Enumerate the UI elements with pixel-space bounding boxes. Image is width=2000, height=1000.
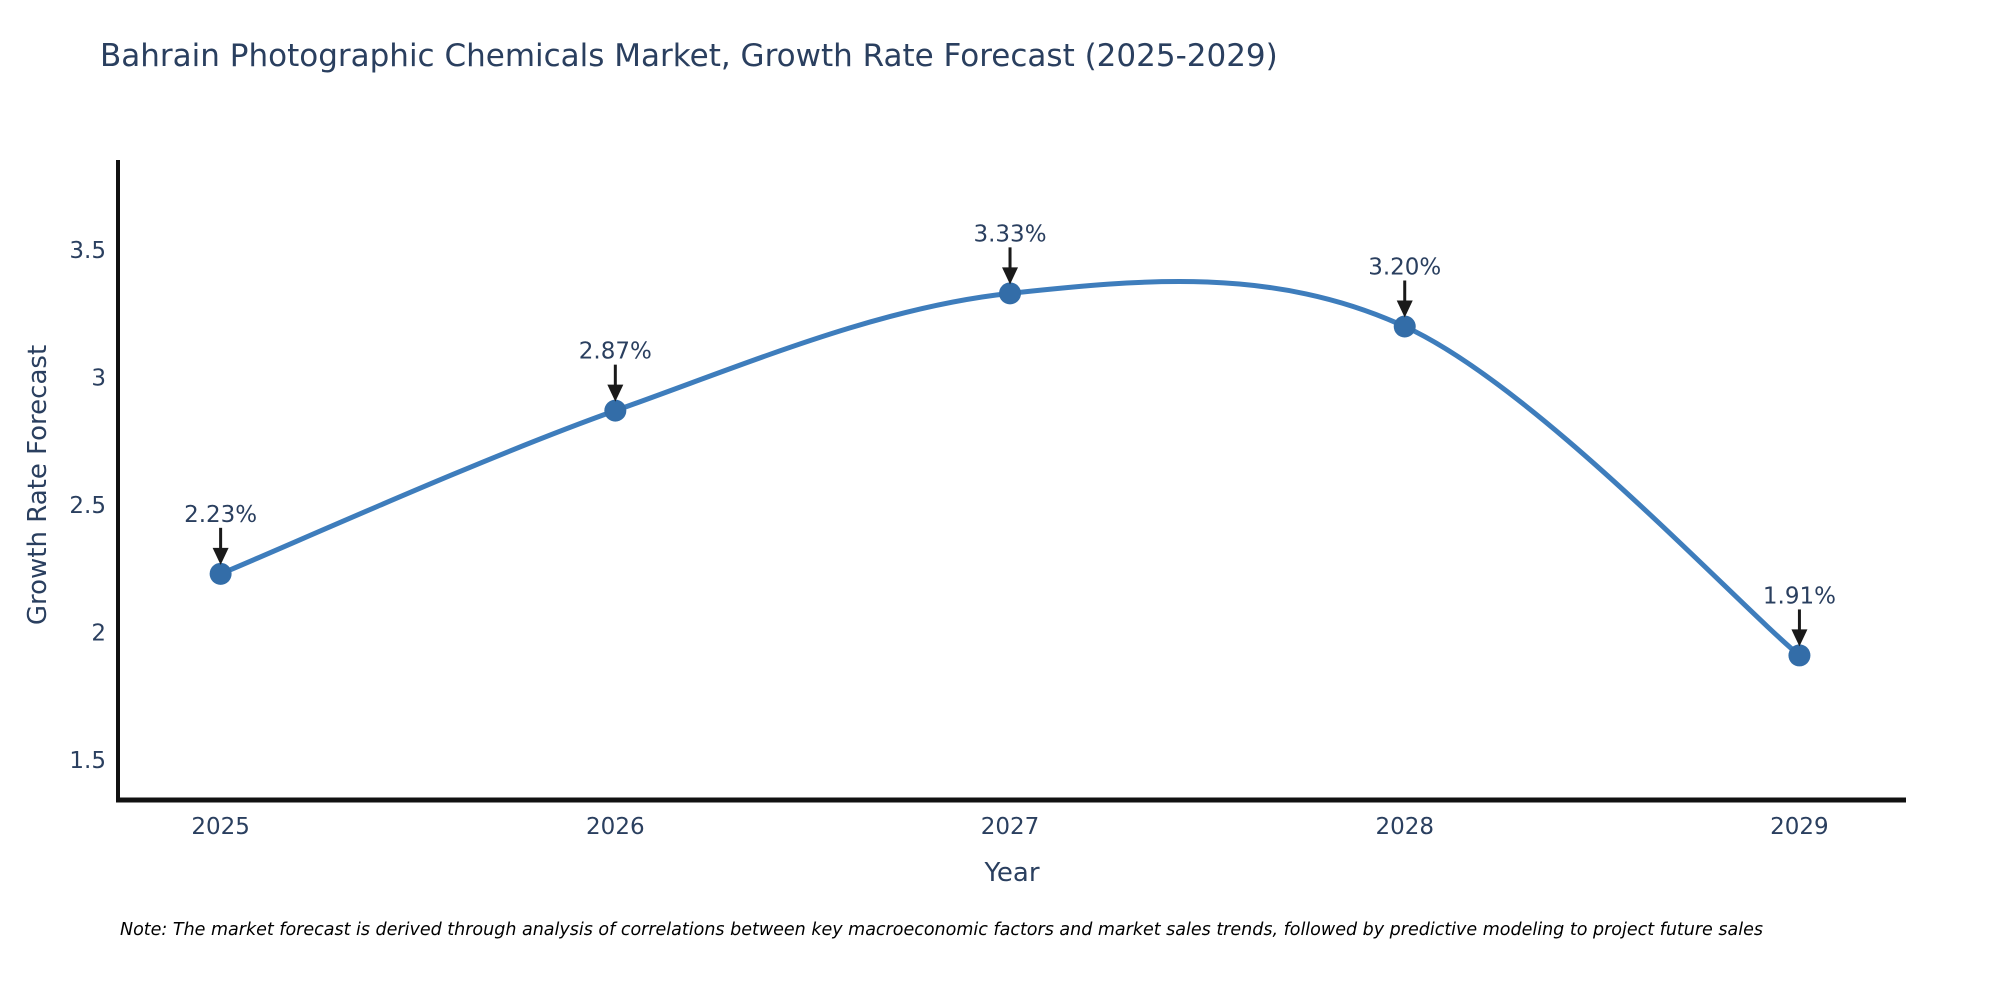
x-tick-label: 2025 bbox=[191, 814, 250, 840]
data-point-label: 3.33% bbox=[973, 221, 1046, 247]
forecast-line bbox=[218, 279, 1802, 658]
chart-title: Bahrain Photographic Chemicals Market, G… bbox=[100, 38, 1278, 74]
y-axis-title: Growth Rate Forecast bbox=[23, 344, 53, 626]
y-tick-label: 3.5 bbox=[69, 238, 106, 264]
y-tick-label: 1.5 bbox=[69, 748, 106, 774]
data-point-marker bbox=[604, 399, 627, 422]
data-point-label: 2.87% bbox=[579, 339, 652, 365]
annotation-arrowhead bbox=[1791, 629, 1808, 647]
x-axis-title: Year bbox=[984, 858, 1040, 888]
annotation-arrowhead bbox=[1396, 300, 1413, 318]
x-tick-label: 2028 bbox=[1375, 814, 1434, 840]
y-tick-label: 2 bbox=[91, 620, 106, 646]
annotation-arrowhead bbox=[607, 384, 624, 402]
x-tick-label: 2026 bbox=[586, 814, 645, 840]
y-tick-label: 2.5 bbox=[69, 493, 106, 519]
x-tick-label: 2027 bbox=[981, 814, 1040, 840]
data-point-label: 2.23% bbox=[184, 502, 257, 528]
data-point-marker bbox=[1788, 644, 1811, 667]
annotation-arrowhead bbox=[1002, 267, 1019, 285]
y-tick-label: 3 bbox=[91, 365, 106, 391]
data-point-marker bbox=[209, 562, 232, 585]
data-point-marker bbox=[1393, 315, 1416, 338]
data-point-label: 1.91% bbox=[1763, 583, 1836, 609]
data-point-label: 3.20% bbox=[1368, 255, 1441, 281]
annotation-arrowhead bbox=[212, 547, 229, 565]
footnote: Note: The market forecast is derived thr… bbox=[120, 920, 1763, 940]
x-tick-label: 2029 bbox=[1770, 814, 1829, 840]
data-point-marker bbox=[999, 282, 1022, 305]
